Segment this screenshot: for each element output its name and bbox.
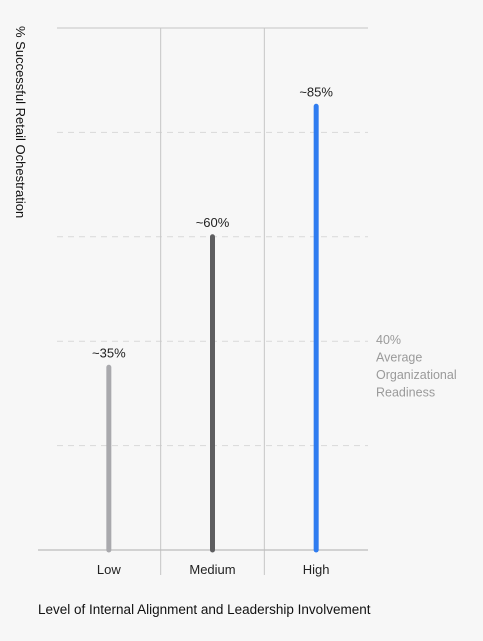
x-tick-label: High	[303, 562, 330, 577]
reference-label-line: Readiness	[376, 386, 435, 400]
reference-label-line: 40%	[376, 333, 401, 347]
x-tick-label: Low	[97, 562, 121, 577]
x-tick-label: Medium	[189, 562, 235, 577]
reference-label-line: Average	[376, 351, 422, 365]
x-axis-label: Level of Internal Alignment and Leadersh…	[38, 602, 371, 617]
reference-label-line: Organizational	[376, 368, 457, 382]
data-label: ~85%	[299, 84, 333, 99]
data-label: ~35%	[92, 345, 126, 360]
data-label: ~60%	[196, 215, 230, 230]
y-axis-label: % Successful Retail Ochestration	[13, 26, 28, 219]
